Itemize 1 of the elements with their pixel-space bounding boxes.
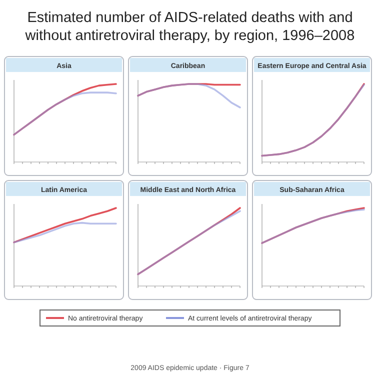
- text: Estimated number of AIDS-related deaths with and without antiretroviral therapy, by region, 1996–2008: [24, 10, 355, 44]
